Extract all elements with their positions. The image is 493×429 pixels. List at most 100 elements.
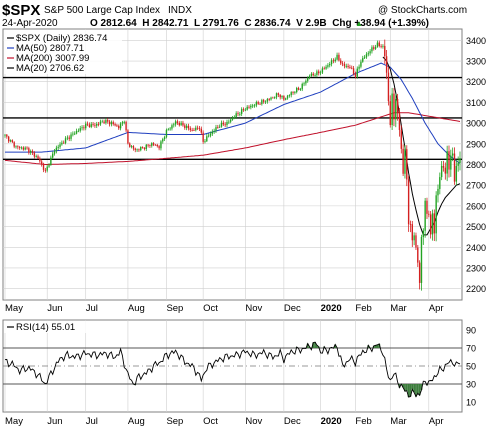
candle-body (235, 113, 237, 118)
candle-body (323, 68, 325, 70)
candle-body (101, 121, 103, 123)
candle-body (184, 125, 186, 128)
candle-body (35, 156, 37, 157)
candle-body (191, 129, 193, 131)
candle-body (396, 99, 399, 113)
candle-body (251, 105, 254, 107)
price-x-tick-label: Mar (390, 303, 406, 314)
candle-body (329, 64, 331, 66)
candle-body (116, 125, 118, 127)
candle-body (440, 165, 443, 178)
candle-body (426, 200, 428, 214)
candle-body (444, 167, 447, 174)
candle-body (97, 123, 100, 125)
candle-body (457, 162, 459, 166)
candle-body (239, 113, 241, 115)
candle-body (316, 71, 318, 76)
price-tick-label: 3400 (466, 36, 486, 46)
candle-body (286, 95, 289, 99)
candle-body (338, 54, 340, 61)
candle-body (262, 100, 265, 102)
candle-body (224, 124, 226, 126)
candle-body (384, 45, 386, 57)
candle-body (349, 67, 351, 68)
candle-body (185, 125, 188, 128)
candle-body (257, 102, 259, 104)
ma200-path (4, 112, 461, 165)
candle-body (237, 113, 239, 115)
rsi-x-tick-label: 2020 (321, 416, 342, 427)
candle-body (83, 127, 85, 129)
rsi-x-tick-label: Jun (47, 416, 62, 427)
candle-body (229, 119, 232, 122)
candle-body (17, 146, 19, 148)
candle-body (294, 92, 296, 93)
candle-body (46, 166, 48, 171)
candle-body (424, 200, 426, 231)
candle-body (395, 99, 397, 120)
candle-body (341, 63, 344, 65)
candle-body (143, 147, 146, 150)
candle-body (429, 214, 432, 235)
candle-body (138, 149, 140, 151)
candle-body (169, 128, 171, 130)
candle-body (4, 134, 6, 136)
candle-body (250, 105, 252, 108)
candle-body (85, 123, 87, 129)
candle-body (431, 213, 434, 235)
candle-body (96, 123, 98, 126)
candle-body (207, 135, 210, 137)
candle-body (9, 140, 12, 142)
candle-body (196, 127, 199, 129)
candle-body (202, 132, 204, 142)
candle-body (162, 139, 164, 142)
candle-body (277, 93, 280, 95)
candle-body (314, 75, 316, 76)
candle-body (301, 83, 303, 90)
candle-body (413, 235, 415, 241)
rsi-x-tick-label: Oct (203, 416, 218, 427)
candle-body (415, 235, 417, 248)
candle-body (378, 42, 380, 47)
candle-body (24, 147, 26, 150)
candle-body (453, 153, 456, 182)
rsi-x-axis: May Jun Jul Aug Sep Oct Nov Dec 2020 Feb Mar Apr (5, 416, 444, 427)
candle-body (345, 65, 347, 67)
price-tick-label: 2400 (466, 243, 486, 253)
watermark: @ StockCharts.com (378, 5, 467, 16)
legend-label-price: $SPX (Daily) 2836.74 (16, 33, 107, 44)
ma20-line (382, 56, 461, 236)
ma50-path (5, 62, 461, 164)
rsi-x-tick-label: Sep (166, 416, 183, 427)
candle-body (33, 152, 36, 157)
candle-body (318, 71, 320, 74)
candle-body (151, 143, 153, 146)
candle-body (107, 120, 109, 122)
candle-body (68, 137, 70, 139)
candle-body (332, 60, 335, 62)
price-x-tick-label: Apr (429, 303, 444, 314)
candle-body (105, 120, 107, 123)
candle-body (193, 129, 195, 131)
candle-body (354, 73, 357, 77)
candle-body (55, 147, 58, 152)
candle-body (66, 137, 69, 139)
candle-body (459, 158, 461, 163)
candle-body (215, 127, 217, 131)
candle-body (217, 127, 219, 128)
rsi-x-tick-label: Mar (390, 416, 406, 427)
price-x-tick-label: Feb (355, 303, 371, 314)
rsi-x-tick-label: Jul (86, 416, 98, 427)
candle-body (404, 149, 406, 174)
price-tick-label: 2700 (466, 181, 486, 191)
candle-body (307, 77, 309, 81)
candle-body (40, 161, 43, 165)
candle-body (347, 65, 349, 68)
candle-body (382, 45, 384, 47)
price-tick-label: 2200 (466, 284, 486, 294)
candle-body (448, 151, 450, 170)
candle-body (299, 89, 302, 90)
candle-body (283, 95, 285, 100)
candle-body (417, 247, 419, 263)
candle-body (75, 130, 78, 134)
